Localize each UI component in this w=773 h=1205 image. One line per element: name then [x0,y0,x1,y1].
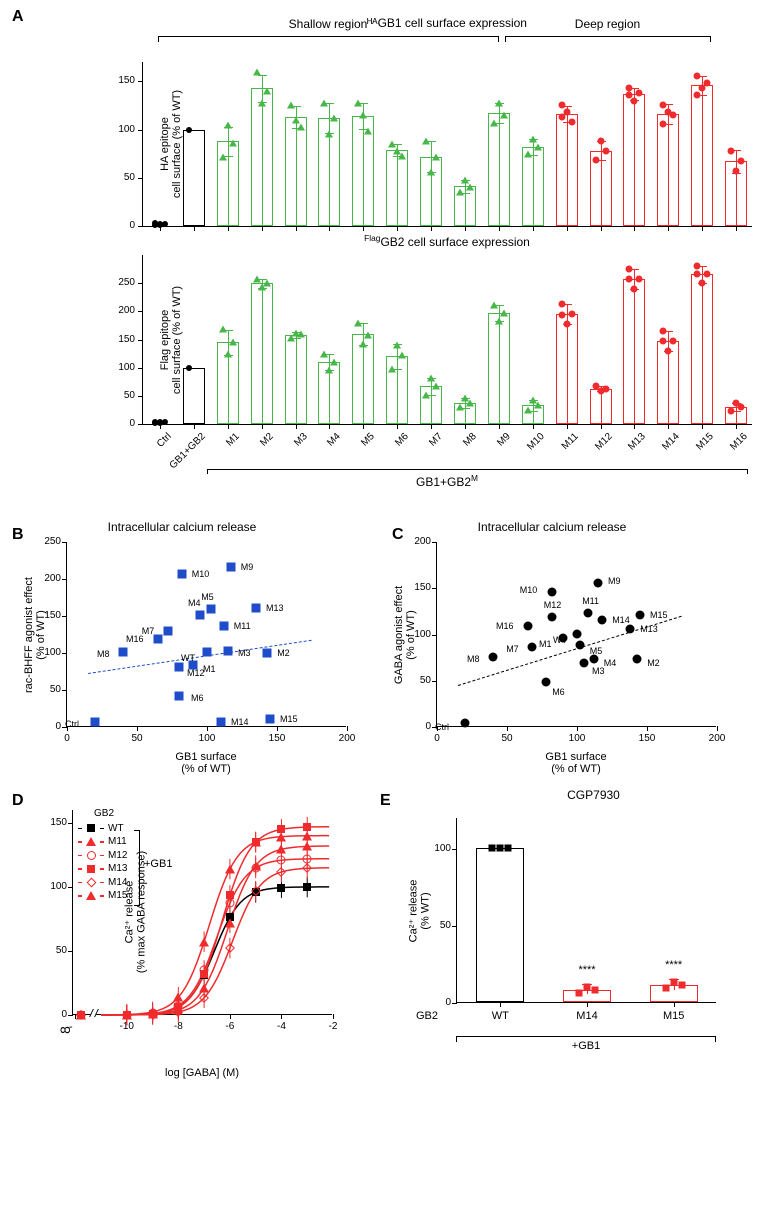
point-M14 [217,718,226,727]
point-M2 [263,649,272,658]
legend-item-WT: WT [78,822,127,836]
point-M9 [226,562,235,571]
point-M12 [175,662,184,671]
gb1-row-label: +GB1 [456,1040,716,1052]
point-M11 [219,622,228,631]
point-M15 [266,714,275,723]
figure-root: A ᴴᴬGB1 cell surface expression Shallow … [6,6,767,1087]
point-M9 [594,578,603,587]
bottom-row: GB2 WTM11M12M13M14M15 +GB1 Ca²⁺ release … [6,782,767,1087]
point-M14 [598,615,607,624]
scatter-row: Intracellular calcium release rac-BHFF a… [6,520,767,780]
point-M5 [207,605,216,614]
legend-item-M13: M13 [78,862,127,876]
panel-d-xlab: log [GABA] (M) [72,1067,332,1079]
point-M7 [528,643,537,652]
ylab-flag: Flag epitope cell surface (% of WT) [159,260,183,420]
point-M8 [489,652,498,661]
point-M6 [175,692,184,701]
panel-b-xlab: GB1 surface (% of WT) [66,751,346,776]
gb2-row-label: GB2 [416,1010,438,1022]
point-M15 [636,611,645,620]
panel-d-legend: GB2 WTM11M12M13M14M15 [78,807,127,903]
region-labels: Shallow region Deep region [150,32,750,56]
point-M16 [524,622,533,631]
shallow-region-label: Shallow region [158,17,498,31]
panel-c: Intracellular calcium release GABA agoni… [376,520,746,780]
point-M10 [177,570,186,579]
point-M13 [626,624,635,633]
point-M4 [196,611,205,620]
bar-WT [476,848,524,1002]
bar-plot-ha: HA epitope cell surface (% of WT) 050100… [142,62,752,227]
point-M8 [119,648,128,657]
legend-item-M15: M15 [78,889,127,903]
point-WT [573,629,582,638]
panel-c-title: Intracellular calcium release [376,520,728,534]
sig-M14: **** [578,964,595,976]
scatter-c-plot: 050100150200050100150200CtrlM8M6M7M16M12… [436,542,716,727]
sig-M15: **** [665,959,682,971]
point-M3 [224,646,233,655]
panel-a-title-mid: FlagGB2 cell surface expression [142,233,752,249]
point-M7 [163,627,172,636]
point-M16 [154,634,163,643]
point-M4 [589,655,598,664]
legend-item-M11: M11 [78,835,127,849]
point-M13 [252,603,261,612]
ylab-ha: HA epitope cell surface (% of WT) [159,64,183,224]
panel-e-plot: 050100WTM14****M15**** [456,818,716,1003]
legend-item-M12: M12 [78,849,127,863]
point-WT [203,648,212,657]
panel-d: GB2 WTM11M12M13M14M15 +GB1 Ca²⁺ release … [6,782,366,1087]
panel-b-title: Intracellular calcium release [6,520,358,534]
point-M5 [575,640,584,649]
legend-item-M14: M14 [78,876,127,890]
point-M2 [633,655,642,664]
bar-plot-flag: Flag epitope cell surface (% of WT) 0501… [142,255,752,425]
deep-region-label: Deep region [505,17,710,31]
point-M6 [542,677,551,686]
panel-e: CGP7930 Ca²⁺ release (% WT) 050100WTM14*… [366,782,761,1087]
panel-e-title: CGP7930 [436,788,751,802]
panel-a-footer: GB1+GB2M [142,473,752,489]
point-M3 [580,659,589,668]
xcat-M14: M14 [576,1010,597,1022]
point-M12 [547,612,556,621]
legend-title: GB2 [94,807,127,821]
point-Ctrl [91,718,100,727]
xcat-WT: WT [492,1010,509,1022]
xcat-M15: M15 [663,1010,684,1022]
panel-a: ᴴᴬGB1 cell surface expression Shallow re… [6,6,767,516]
point-M10 [547,587,556,596]
point-M11 [584,609,593,618]
scatter-b-plot: 050100150200050100150200250CtrlM8M16M7M6… [66,542,346,727]
point-Ctrl [461,719,470,728]
panel-c-xlab: GB1 surface (% of WT) [436,751,716,776]
panel-b: Intracellular calcium release rac-BHFF a… [6,520,376,780]
